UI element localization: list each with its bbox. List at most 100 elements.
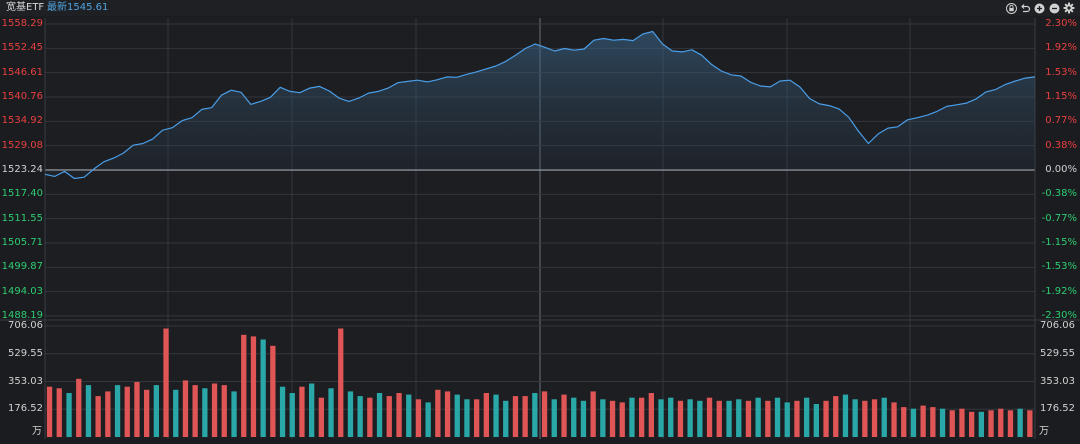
volume-bar [639, 397, 645, 437]
volume-bar [648, 393, 654, 437]
volume-bar [85, 385, 92, 437]
volume-bar [852, 399, 858, 437]
volume-bar [920, 405, 926, 437]
volume-tick-label-right: 353.03 [1040, 376, 1075, 387]
volume-bar [182, 380, 189, 437]
volume-bar [901, 407, 907, 437]
price-tick-label: 1529.08 [1, 140, 43, 151]
volume-bar [211, 383, 218, 437]
price-tick-label: 1540.76 [1, 91, 43, 102]
price-line [44, 30, 1036, 180]
volume-tick-label-right: 176.52 [1040, 403, 1075, 414]
volume-bar [677, 400, 684, 437]
volume-bar [347, 391, 354, 437]
volume-bar [406, 394, 412, 437]
volume-bar [755, 397, 761, 437]
percent-tick-label: -1.92% [1041, 286, 1077, 297]
zoom-in-icon[interactable] [1033, 2, 1045, 14]
chart-header: 宽基ETF 最新1545.61 [0, 0, 1080, 16]
volume-bar [736, 399, 742, 437]
volume-bar [1017, 408, 1023, 437]
volume-bar [600, 399, 606, 437]
volume-bar [590, 391, 596, 437]
lock-icon[interactable] [1005, 2, 1017, 14]
volume-bar [619, 402, 625, 437]
price-tick-label: 1534.92 [1, 115, 43, 126]
volume-bar [231, 391, 237, 437]
volume-tick-label-right: 706.06 [1040, 320, 1075, 331]
volume-bar [794, 400, 800, 437]
volume-bar [668, 397, 674, 437]
volume-bar [241, 334, 247, 437]
volume-bar [629, 397, 635, 437]
volume-bar [328, 388, 334, 437]
volume-bar [114, 385, 121, 437]
volume-bar [551, 399, 557, 437]
volume-bar [318, 397, 324, 437]
price-tick-label: 1511.55 [1, 213, 43, 224]
percent-tick-label: 0.38% [1045, 140, 1077, 151]
volume-bar [153, 385, 159, 437]
volume-bar [813, 404, 819, 437]
price-tick-label: 1494.03 [1, 286, 43, 297]
percent-tick-label: -0.38% [1041, 188, 1077, 199]
price-tick-label: 1558.29 [1, 18, 43, 29]
volume-bar [95, 396, 101, 437]
volume-bar [726, 400, 732, 437]
volume-bar [988, 410, 994, 437]
volume-tick-label-left: 353.03 [8, 376, 43, 387]
volume-bar [541, 391, 548, 437]
volume-bar [163, 328, 169, 437]
volume-bar [464, 399, 470, 437]
price-tick-label: 1517.40 [1, 188, 43, 199]
volume-tick-label-left: 529.55 [8, 348, 43, 359]
volume-bar [386, 396, 392, 437]
volume-bar [804, 397, 810, 437]
percent-tick-label: 1.53% [1045, 67, 1077, 78]
price-tick-label: 1523.24 [1, 164, 43, 175]
volume-bar [1007, 410, 1014, 437]
volume-bar [687, 399, 693, 437]
volume-bar [1027, 410, 1033, 437]
volume-bar [192, 385, 198, 437]
volume-bar [969, 411, 975, 437]
volume-bar [658, 399, 664, 437]
volume-bar [512, 396, 519, 437]
volume-bar [765, 400, 771, 437]
volume-bar [260, 339, 266, 437]
volume-bar [706, 397, 713, 437]
volume-bar [367, 397, 373, 437]
volume-bar [871, 399, 878, 437]
volume-bar [173, 389, 179, 437]
zoom-out-icon[interactable] [1048, 2, 1060, 14]
volume-bar [357, 396, 363, 437]
volume-bar [891, 402, 897, 437]
undo-icon[interactable] [1019, 2, 1031, 14]
volume-bar [842, 394, 849, 437]
price-tick-label: 1546.61 [1, 67, 43, 78]
volume-bar [939, 408, 946, 437]
percent-tick-label: 1.92% [1045, 42, 1077, 53]
volume-bar [425, 402, 431, 437]
volume-bar [444, 391, 451, 437]
volume-bar [910, 408, 917, 437]
volume-tick-label-left: 176.52 [8, 403, 43, 414]
volume-bar [279, 386, 286, 437]
volume-bar [221, 385, 227, 437]
volume-bar [124, 386, 130, 437]
percent-tick-label: -1.53% [1041, 261, 1077, 272]
gear-icon[interactable] [1063, 2, 1075, 14]
volume-bar [338, 328, 344, 437]
volume-unit-right: 万 [1039, 426, 1049, 437]
volume-bar [862, 400, 868, 437]
volume-bar [474, 399, 480, 437]
volume-bar [697, 400, 703, 437]
volume-bar [881, 397, 887, 437]
volume-bar [454, 394, 460, 437]
volume-bar [774, 397, 781, 437]
percent-tick-label: -1.15% [1041, 237, 1077, 248]
percent-tick-label: 0.00% [1045, 164, 1077, 175]
security-name: 宽基ETF [6, 2, 45, 13]
volume-bar [289, 393, 295, 437]
